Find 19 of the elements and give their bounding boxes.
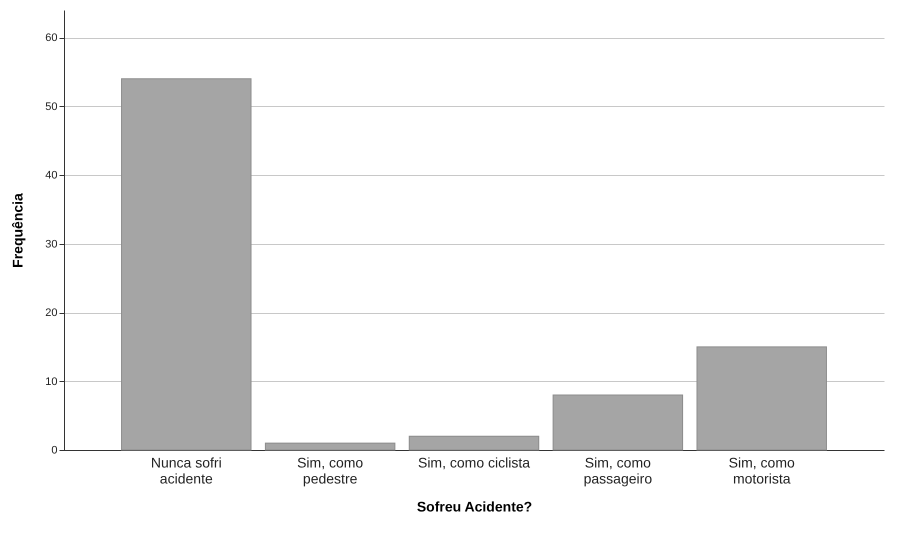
y-tick-label: 0 bbox=[51, 444, 58, 456]
bar bbox=[121, 78, 252, 450]
x-tick-label: Sim, como passageiro bbox=[584, 454, 652, 486]
x-tick-label: Sim, como pedestre bbox=[297, 454, 364, 486]
y-tick-label: 50 bbox=[45, 100, 58, 113]
bar bbox=[552, 394, 684, 450]
y-tick-label: 60 bbox=[45, 32, 58, 44]
y-tick-label: 10 bbox=[45, 376, 58, 388]
bar bbox=[264, 442, 396, 450]
x-tick-label: Sim, como ciclista bbox=[418, 454, 530, 470]
x-tick-label: Sim, como motorista bbox=[728, 454, 795, 486]
bar bbox=[696, 346, 827, 450]
bar bbox=[408, 436, 540, 450]
y-axis-title: Frequência bbox=[9, 192, 26, 268]
y-tick-label: 30 bbox=[45, 238, 58, 250]
x-tick-label: Nunca sofri acidente bbox=[150, 454, 222, 486]
y-tick-label: 40 bbox=[45, 170, 58, 182]
y-tick-label: 20 bbox=[45, 307, 58, 319]
x-axis-title: Sofreu Acidente? bbox=[416, 498, 532, 514]
